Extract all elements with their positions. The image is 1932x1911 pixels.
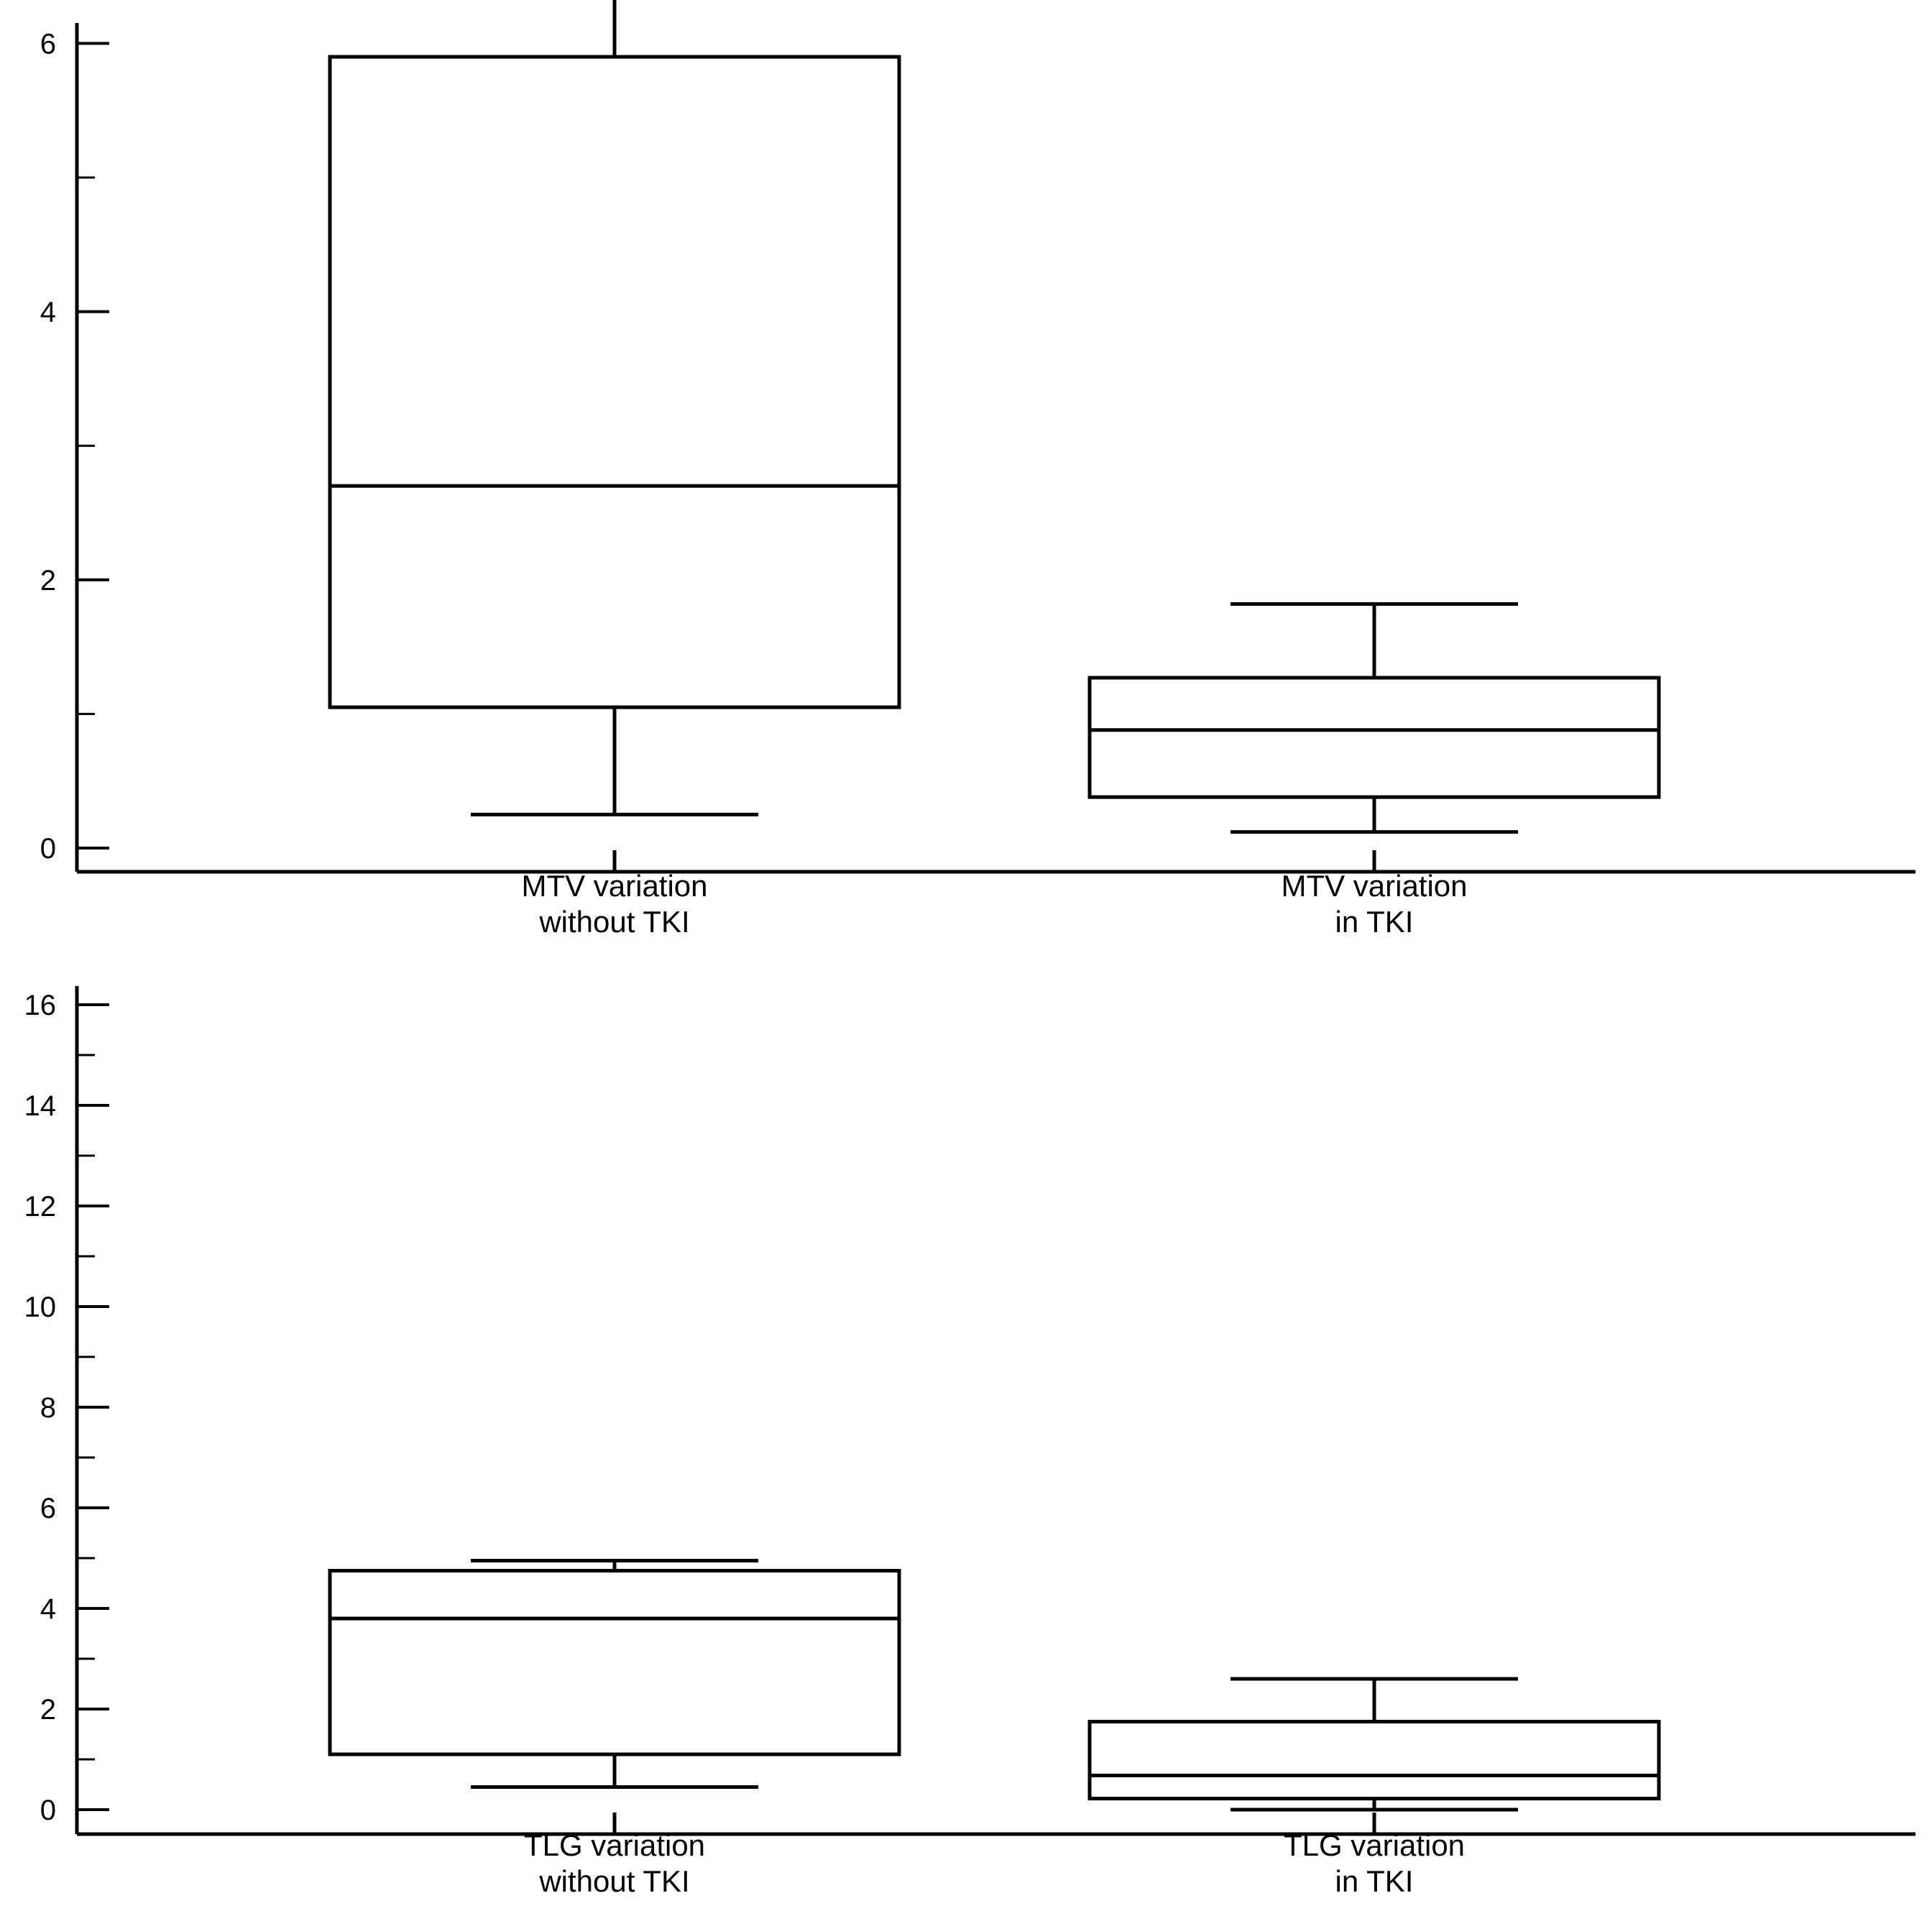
category-label: in TKI bbox=[1335, 905, 1414, 939]
y-tick-label: 16 bbox=[24, 990, 57, 1021]
category-label: in TKI bbox=[1335, 1864, 1414, 1898]
y-tick-label: 6 bbox=[40, 28, 56, 60]
iqr-box bbox=[1087, 1720, 1661, 1801]
category-label: TLG variation bbox=[1284, 1828, 1465, 1862]
category-label: without TKI bbox=[538, 1864, 689, 1898]
iqr-box bbox=[328, 55, 901, 709]
category-label: without TKI bbox=[538, 905, 689, 939]
y-tick-label: 12 bbox=[24, 1191, 57, 1222]
iqr-box bbox=[328, 1569, 901, 1756]
iqr-box bbox=[1087, 676, 1661, 799]
y-tick-label: 2 bbox=[40, 565, 56, 597]
y-tick-label: 14 bbox=[24, 1090, 57, 1122]
category-label: MTV variation bbox=[1281, 869, 1467, 903]
y-tick-label: 0 bbox=[40, 1795, 56, 1826]
y-tick-label: 10 bbox=[24, 1291, 57, 1323]
y-tick-label: 4 bbox=[40, 297, 56, 328]
y-tick-label: 2 bbox=[40, 1694, 56, 1726]
y-tick-label: 6 bbox=[40, 1493, 56, 1524]
category-label: MTV variation bbox=[521, 869, 707, 903]
y-tick-label: 8 bbox=[40, 1392, 56, 1424]
y-tick-label: 4 bbox=[40, 1593, 56, 1625]
y-tick-label: 0 bbox=[40, 833, 56, 865]
category-label: TLG variation bbox=[524, 1828, 705, 1862]
